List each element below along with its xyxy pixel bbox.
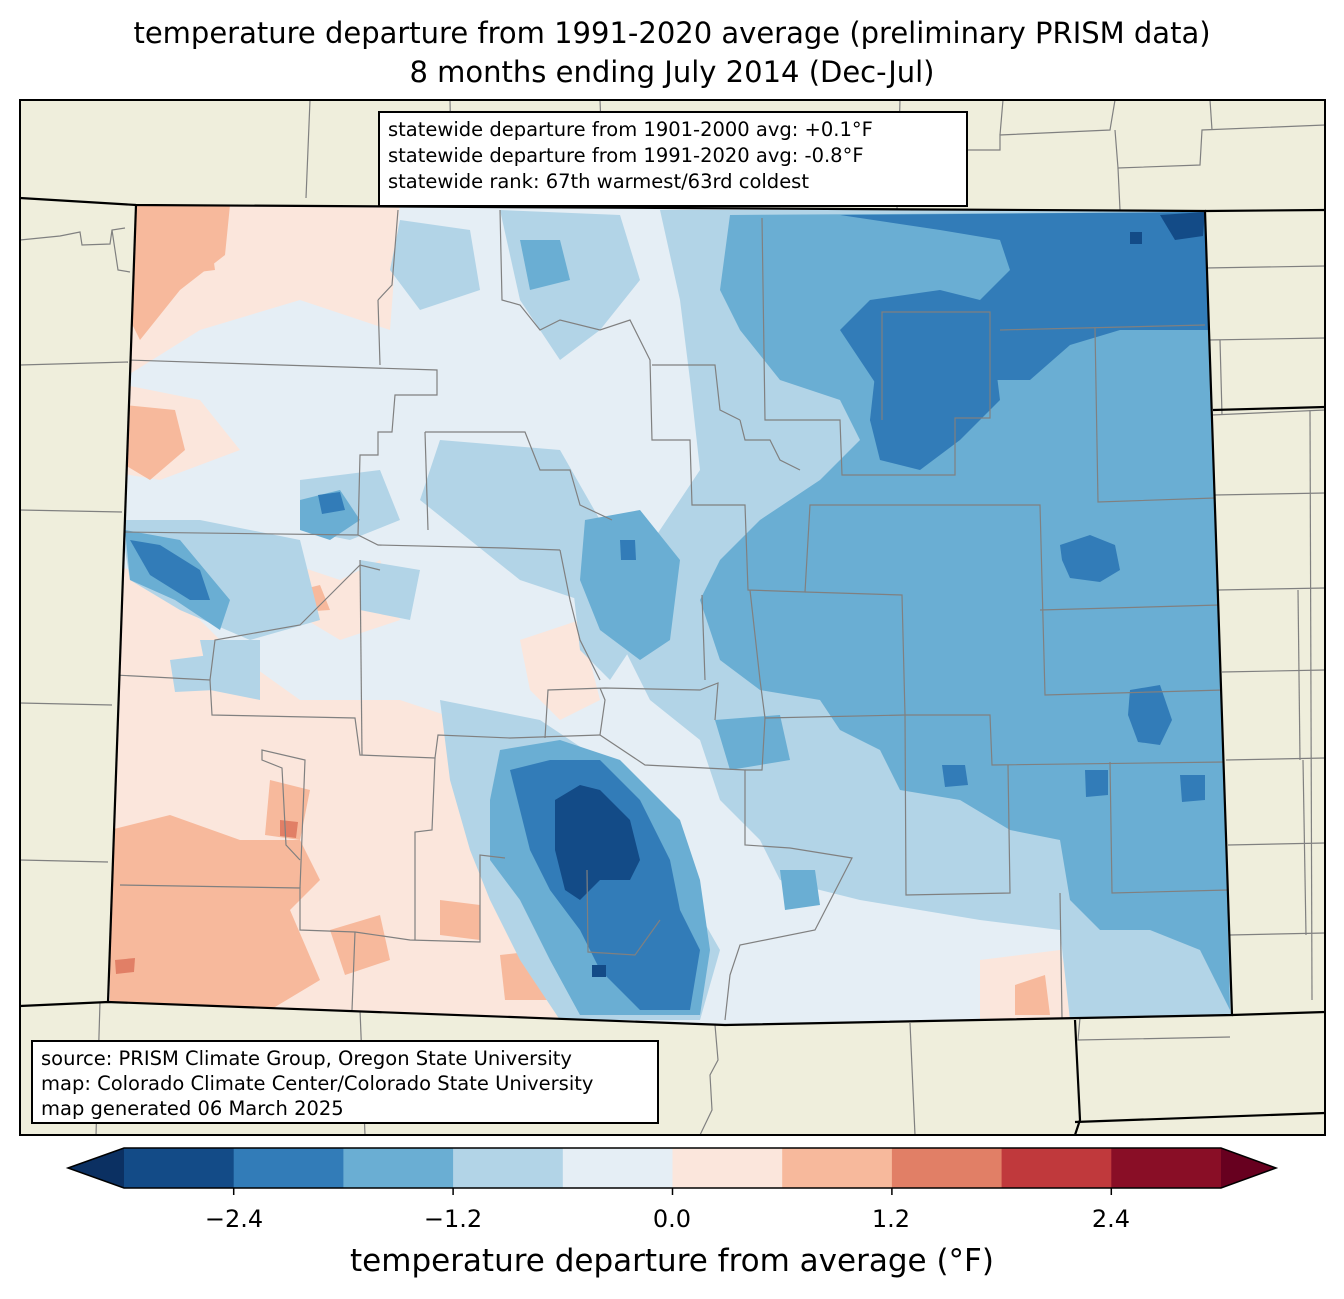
colorbar-bin <box>343 1148 454 1188</box>
warm-strong-areas <box>115 820 298 974</box>
colorbar-tick-label: 1.2 <box>871 1205 911 1233</box>
colorbar-bin <box>1001 1148 1112 1188</box>
colorbar-bin <box>562 1148 673 1188</box>
temperature-field <box>108 205 1232 1025</box>
colorbar-label: temperature departure from average (°F) <box>350 1243 994 1279</box>
colorbar-bin <box>672 1148 783 1188</box>
colorbar-tick-label: 2.4 <box>1091 1205 1131 1233</box>
colorbar-tick-label: 0.0 <box>652 1205 692 1233</box>
map-title: temperature departure from 1991-2020 ave… <box>133 16 1211 50</box>
colorbar-under-arrow <box>68 1148 124 1188</box>
source-line-1: source: PRISM Climate Group, Oregon Stat… <box>41 1047 572 1070</box>
colorbar-bin <box>782 1148 893 1188</box>
warm-moderate-areas <box>110 205 1050 1015</box>
colorbar-bin <box>1111 1148 1222 1188</box>
colorbar-bin <box>124 1148 235 1188</box>
source-credit-box: source: PRISM Climate Group, Oregon Stat… <box>31 1040 659 1124</box>
colorbar-tick-label: −2.4 <box>204 1205 264 1233</box>
colorbar-bin <box>891 1148 1003 1188</box>
colorbar <box>65 1147 1279 1195</box>
source-line-2: map: Colorado Climate Center/Colorado St… <box>41 1072 594 1095</box>
state-boundaries <box>20 196 1325 1135</box>
stats-line-2: statewide departure from 1991-2020 avg: … <box>388 144 864 167</box>
colorbar-tick-label: −1.2 <box>423 1205 483 1233</box>
colorbar-over-arrow <box>1221 1148 1276 1188</box>
source-line-3: map generated 06 March 2025 <box>41 1097 344 1120</box>
county-lines <box>114 209 1229 1021</box>
colorbar-bin <box>453 1148 564 1188</box>
colorbar-outline <box>65 1147 1279 1189</box>
map-frame <box>19 99 1326 1136</box>
colorbar-bin <box>233 1148 344 1188</box>
stats-line-3: statewide rank: 67th warmest/63rd coldes… <box>388 170 809 193</box>
map-subtitle: 8 months ending July 2014 (Dec-Jul) <box>409 55 935 89</box>
stats-line-1: statewide departure from 1901-2000 avg: … <box>388 118 873 141</box>
cool-extreme-areas <box>555 212 1205 977</box>
statewide-stats-box: statewide departure from 1901-2000 avg: … <box>378 111 968 207</box>
